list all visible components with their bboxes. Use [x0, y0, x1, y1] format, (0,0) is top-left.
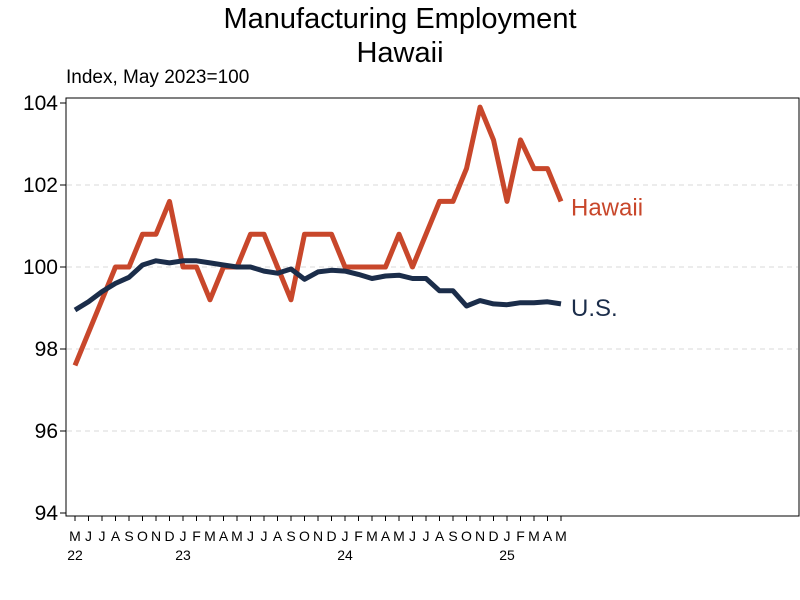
- x-year-label: 23: [175, 547, 191, 563]
- x-tick-label: F: [192, 528, 201, 544]
- x-tick-label: M: [528, 528, 540, 544]
- x-tick-label: J: [247, 528, 254, 544]
- x-tick-label: J: [409, 528, 416, 544]
- x-tick-label: A: [435, 528, 445, 544]
- x-year-label: 22: [67, 547, 83, 563]
- x-tick-label: D: [326, 528, 336, 544]
- y-tick-label: 94: [35, 502, 59, 525]
- x-tick-label: J: [342, 528, 349, 544]
- x-tick-label: S: [124, 528, 133, 544]
- x-tick-label: M: [69, 528, 81, 544]
- x-tick-label: M: [366, 528, 378, 544]
- x-tick-label: A: [219, 528, 229, 544]
- x-tick-label: S: [448, 528, 457, 544]
- chart-title-line-2: Hawaii: [356, 37, 444, 69]
- x-tick-label: O: [137, 528, 148, 544]
- x-tick-label: A: [111, 528, 121, 544]
- chart-title: Manufacturing Employment Hawaii: [0, 2, 800, 70]
- x-tick-label: D: [164, 528, 174, 544]
- chart-title-line-1: Manufacturing Employment: [223, 3, 577, 35]
- series-line-u-s: [73, 258, 562, 313]
- series-label-hawaii: Hawaii: [571, 194, 643, 221]
- x-tick-label: F: [354, 528, 363, 544]
- y-axis: 94 96 98 100 102 104: [23, 92, 66, 525]
- x-tick-label: O: [461, 528, 472, 544]
- y-tick-label: 104: [23, 92, 58, 115]
- series-label-u-s: U.S.: [571, 295, 618, 322]
- x-tick-label: N: [475, 528, 485, 544]
- x-tick-label: M: [555, 528, 567, 544]
- y-tick-label: 96: [35, 420, 58, 443]
- x-tick-label: J: [261, 528, 268, 544]
- x-tick-label: A: [381, 528, 391, 544]
- x-tick-label: M: [231, 528, 243, 544]
- x-tick-label: D: [488, 528, 498, 544]
- series-line-hawaii: [72, 104, 564, 367]
- x-tick-label: J: [423, 528, 430, 544]
- x-tick-label: F: [516, 528, 525, 544]
- x-tick-label: N: [151, 528, 161, 544]
- x-tick-label: J: [85, 528, 92, 544]
- x-tick-label: J: [180, 528, 187, 544]
- y-tick-label: 102: [23, 174, 58, 197]
- series-labels: Hawaii U.S.: [571, 194, 643, 322]
- x-tick-label: J: [99, 528, 106, 544]
- x-tick-label: M: [393, 528, 405, 544]
- x-tick-label: S: [286, 528, 295, 544]
- x-tick-label: M: [204, 528, 216, 544]
- chart-subtitle: Index, May 2023=100: [66, 67, 250, 88]
- y-tick-label: 98: [35, 338, 58, 361]
- x-tick-label: N: [313, 528, 323, 544]
- plot-frame: [65, 97, 800, 517]
- x-year-label: 24: [337, 547, 353, 563]
- series-lines: [72, 104, 564, 367]
- x-tick-label: O: [299, 528, 310, 544]
- x-tick-label: J: [504, 528, 511, 544]
- x-year-label: 25: [499, 547, 515, 563]
- y-tick-label: 100: [23, 256, 58, 279]
- x-tick-label: A: [543, 528, 553, 544]
- x-tick-label: A: [273, 528, 283, 544]
- x-axis: M J J A S O N D J F M A M J J A S O N D J F M A M J J A S O N D J F M A M22 2…: [67, 516, 567, 563]
